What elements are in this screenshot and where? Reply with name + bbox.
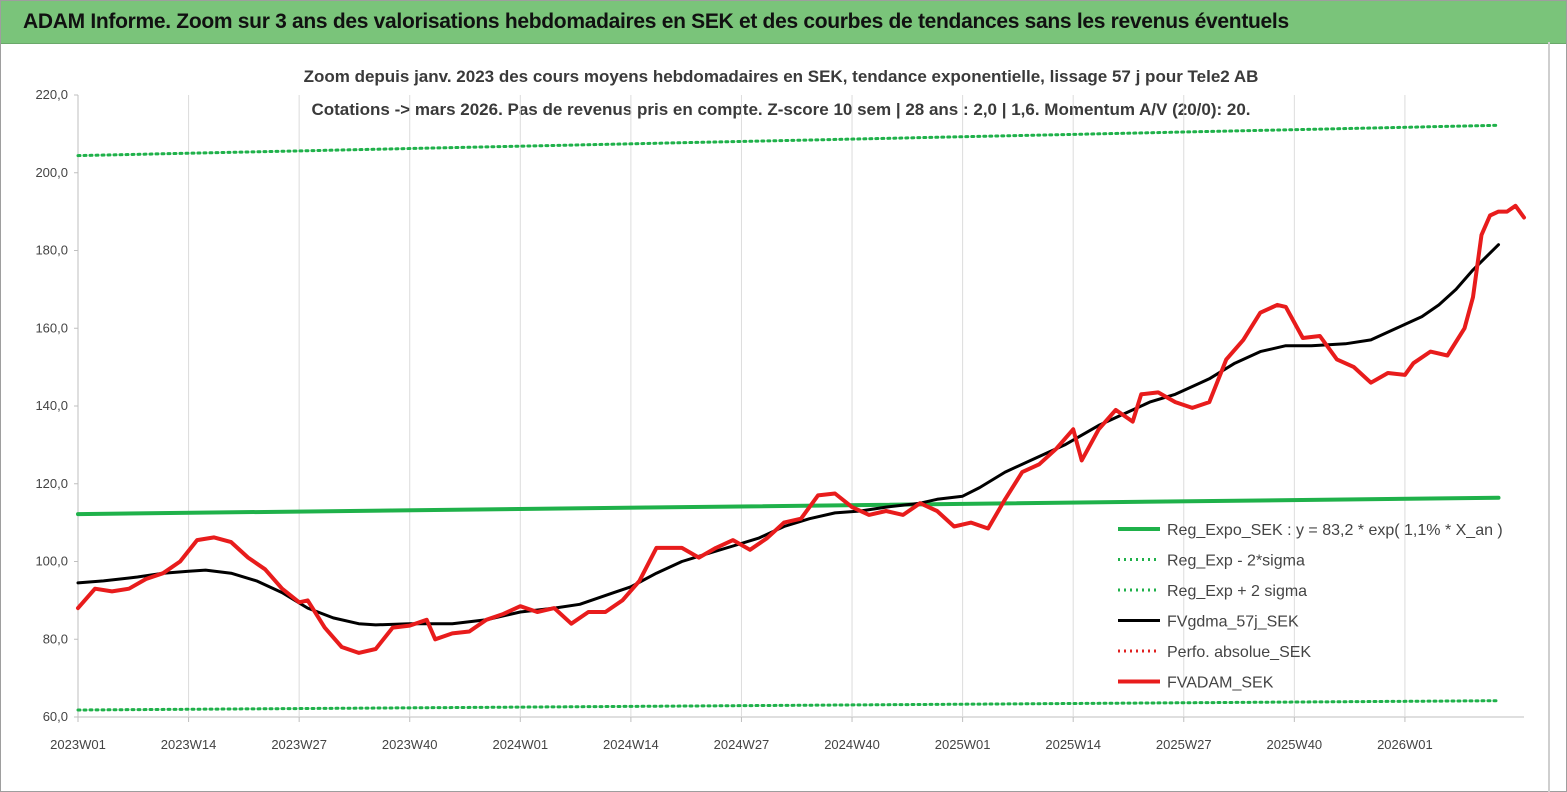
- chart-subtitle: Cotations -> mars 2026. Pas de revenus p…: [311, 100, 1251, 119]
- x-tick-label: 2023W27: [271, 737, 327, 752]
- title-banner: ADAM Informe. Zoom sur 3 ans des valoris…: [1, 1, 1566, 44]
- legend-label: Reg_Exp - 2*sigma: [1167, 553, 1305, 570]
- legend-label: Reg_Expo_SEK : y = 83,2 * exp( 1,1% * X_…: [1167, 522, 1503, 539]
- legend-label: Perfo. absolue_SEK: [1167, 644, 1311, 661]
- y-tick-label: 160,0: [35, 320, 68, 335]
- x-tick-label: 2025W40: [1267, 737, 1323, 752]
- x-tick-label: 2025W27: [1156, 737, 1212, 752]
- y-tick-label: 200,0: [35, 165, 68, 180]
- series-line-5: [76, 203, 1526, 655]
- panel-edge: [1548, 42, 1550, 792]
- x-tick-label: 2025W01: [935, 737, 991, 752]
- legend-label: FVADAM_SEK: [1167, 675, 1274, 692]
- y-tick-label: 100,0: [35, 554, 68, 569]
- series-line-2: [76, 123, 1500, 158]
- x-tick-label: 2023W14: [161, 737, 217, 752]
- x-tick-label: 2026W01: [1377, 737, 1433, 752]
- series-line-1: [76, 699, 1500, 712]
- y-tick-label: 220,0: [35, 87, 68, 102]
- x-tick-label: 2023W01: [50, 737, 106, 752]
- x-tick-label: 2024W14: [603, 737, 659, 752]
- legend-label: FVgdma_57j_SEK: [1167, 614, 1299, 631]
- x-tick-label: 2024W01: [492, 737, 548, 752]
- series-line-0: [76, 495, 1501, 517]
- x-tick-label: 2025W14: [1045, 737, 1101, 752]
- y-tick-label: 180,0: [35, 243, 68, 258]
- x-tick-label: 2024W40: [824, 737, 880, 752]
- y-tick-label: 140,0: [35, 398, 68, 413]
- x-tick-label: 2024W27: [714, 737, 770, 752]
- chart-title: Zoom depuis janv. 2023 des cours moyens …: [303, 67, 1259, 86]
- x-tick-label: 2023W40: [382, 737, 438, 752]
- y-tick-label: 120,0: [35, 476, 68, 491]
- y-tick-label: 80,0: [43, 631, 68, 646]
- banner-title: ADAM Informe. Zoom sur 3 ans des valoris…: [23, 10, 1289, 33]
- legend-label: Reg_Exp + 2 sigma: [1167, 583, 1307, 600]
- y-tick-label: 60,0: [43, 709, 68, 724]
